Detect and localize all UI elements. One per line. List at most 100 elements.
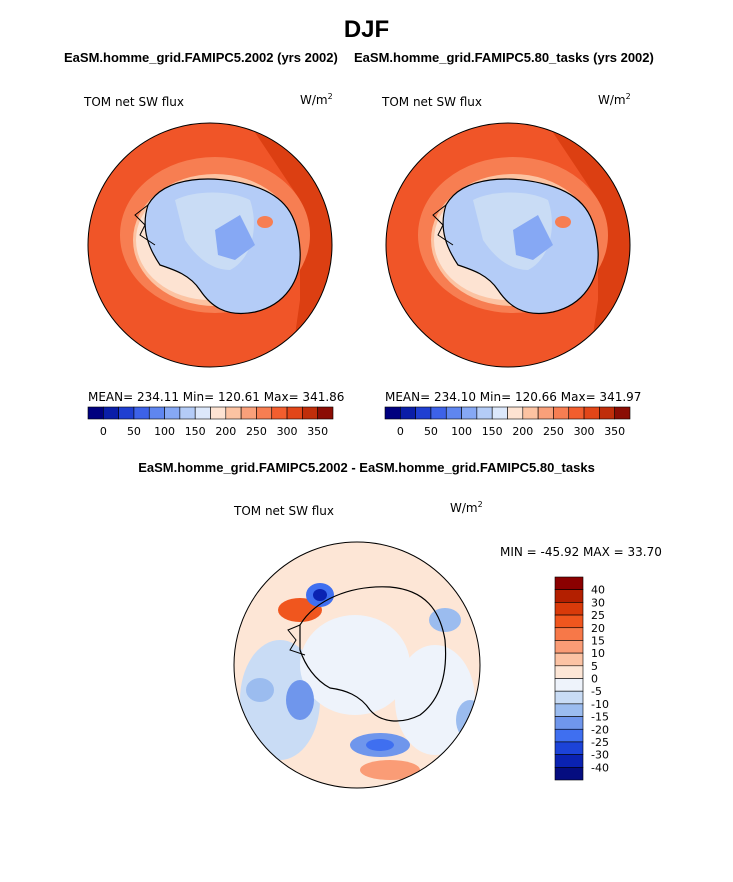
panel1-units-label: W/m2 [300, 92, 333, 107]
colorbar-diff-tick-label: -40 [591, 761, 609, 774]
colorbar1-swatch-12 [271, 406, 288, 420]
colorbar1-tick-label: 350 [307, 425, 328, 438]
panel3-frame [233, 541, 481, 789]
colorbar1-tick-label: 50 [127, 425, 141, 438]
colorbar2-swatch-4 [445, 406, 462, 420]
colorbar-diff-swatch-8 [554, 678, 584, 692]
colorbar-diff-tick-label: -20 [591, 723, 609, 736]
colorbar1-swatch-13 [286, 406, 303, 420]
colorbar-panel1: 0 50 100 150 200 250 300 350 [87, 406, 334, 438]
colorbar2-tick-label: 200 [512, 425, 533, 438]
colorbar1-swatch-6 [179, 406, 196, 420]
colorbar1-swatch-7 [194, 406, 211, 420]
colorbar-diff-swatch-1 [554, 589, 584, 603]
colorbar2-swatch-0 [384, 406, 401, 420]
colorbar2-swatch-13 [583, 406, 600, 420]
colorbar1-swatch-14 [302, 406, 318, 420]
colorbar2-tick-label: 250 [543, 425, 564, 438]
colorbar2-swatch-14 [599, 406, 615, 420]
colorbar1-swatch-9 [225, 406, 242, 420]
panel1-map [88, 123, 332, 367]
colorbar2-swatch-10 [537, 406, 554, 420]
colorbar2-swatch-15 [614, 406, 631, 420]
colorbar2-swatch-5 [461, 406, 478, 420]
panel1-variable-label: TOM net SW flux [84, 95, 185, 109]
colorbar1-swatch-1 [103, 406, 119, 420]
colorbar-diff-swatch-0 [554, 576, 584, 590]
colorbar-panel2: 0 50 100 150 200 250 300 350 [384, 406, 631, 438]
colorbar1-swatch-2 [118, 406, 135, 420]
colorbar2-swatch-2 [415, 406, 432, 420]
colorbar-diff-tick-label: 10 [591, 647, 605, 660]
colorbar-diff-swatch-3 [554, 614, 584, 629]
colorbar-diff-tick-label: 15 [591, 634, 605, 647]
colorbar-diff-swatch-4 [554, 627, 584, 641]
colorbar-diff-tick-label: -5 [591, 685, 602, 698]
colorbar1-tick-label: 100 [154, 425, 175, 438]
colorbar-diff-swatch-14 [554, 754, 584, 768]
colorbar1-swatch-11 [256, 406, 273, 420]
panel2-stats: MEAN= 234.10 Min= 120.66 Max= 341.97 [385, 390, 642, 404]
colorbar1-tick-label: 200 [215, 425, 236, 438]
colorbar1-swatch-4 [148, 406, 165, 420]
colorbar1-swatch-5 [164, 406, 181, 420]
panel1-title: EaSM.homme_grid.FAMIPC5.2002 (yrs 2002) [64, 50, 338, 65]
colorbar2-swatch-8 [507, 406, 524, 420]
colorbar-diff-swatch-9 [554, 690, 584, 705]
colorbar2-tick-label: 50 [424, 425, 438, 438]
colorbar2-tick-label: 100 [451, 425, 472, 438]
colorbar1-swatch-0 [87, 406, 104, 420]
colorbar1-swatch-10 [240, 406, 257, 420]
colorbar-diff-tick-label: 30 [591, 596, 605, 609]
colorbar-diff-swatch-7 [554, 665, 584, 679]
colorbar1-tick-label: 0 [100, 425, 107, 438]
colorbar-diff-swatch-12 [554, 728, 584, 743]
colorbar-diff-tick-label: 5 [591, 660, 598, 673]
colorbar-diff-tick-label: -10 [591, 698, 609, 711]
panel2-variable-label: TOM net SW flux [382, 95, 483, 109]
colorbar-diff-tick-label: 40 [591, 584, 605, 597]
colorbar1-tick-label: 300 [277, 425, 298, 438]
colorbar-diff-swatch-2 [554, 602, 584, 616]
colorbar2-swatch-12 [568, 406, 585, 420]
colorbar-diff-tick-label: -25 [591, 736, 609, 749]
panel2-map [386, 123, 630, 367]
colorbar2-swatch-7 [491, 406, 508, 420]
colorbar-diff-tick-label: -15 [591, 711, 609, 724]
colorbar1-tick-label: 250 [246, 425, 267, 438]
colorbar2-tick-label: 300 [574, 425, 595, 438]
colorbar-diff-tick-label: -30 [591, 749, 609, 762]
colorbar1-swatch-8 [210, 406, 227, 420]
colorbar1-swatch-3 [133, 406, 150, 420]
colorbar-diff-swatch-13 [554, 741, 584, 755]
colorbar-diff-swatch-11 [554, 716, 584, 730]
figure-title: DJF [343, 16, 390, 43]
colorbar2-tick-label: 350 [604, 425, 625, 438]
colorbar2-swatch-3 [430, 406, 447, 420]
colorbar-diff-swatch-5 [554, 640, 584, 654]
colorbar2-tick-label: 150 [482, 425, 503, 438]
panel3-stats: MIN = -45.92 MAX = 33.70 [500, 545, 662, 559]
colorbar2-swatch-11 [553, 406, 570, 420]
colorbar2-tick-label: 0 [397, 425, 404, 438]
colorbar2-swatch-9 [522, 406, 539, 420]
colorbar-diff-tick-label: 20 [591, 622, 605, 635]
colorbar1-swatch-15 [317, 406, 334, 420]
panel3-variable-label: TOM net SW flux [234, 504, 335, 518]
panel3-units-label: W/m2 [450, 500, 483, 515]
panel3-map [234, 542, 480, 788]
panel1-stats: MEAN= 234.11 Min= 120.61 Max= 341.86 [88, 390, 345, 404]
colorbar-diff-swatch-6 [554, 652, 584, 667]
colorbar-diff-tick-label: 25 [591, 609, 605, 622]
panel2-units-label: W/m2 [598, 92, 631, 107]
colorbar-diff-tick-label: 0 [591, 673, 598, 686]
panel2-frame [385, 122, 631, 368]
colorbar2-swatch-1 [400, 406, 416, 420]
colorbar-diff-swatch-10 [554, 703, 584, 717]
colorbar1-tick-label: 150 [185, 425, 206, 438]
panel1-frame [87, 122, 333, 368]
panel3-title: EaSM.homme_grid.FAMIPC5.2002 - EaSM.homm… [138, 460, 595, 475]
colorbar2-swatch-6 [476, 406, 493, 420]
